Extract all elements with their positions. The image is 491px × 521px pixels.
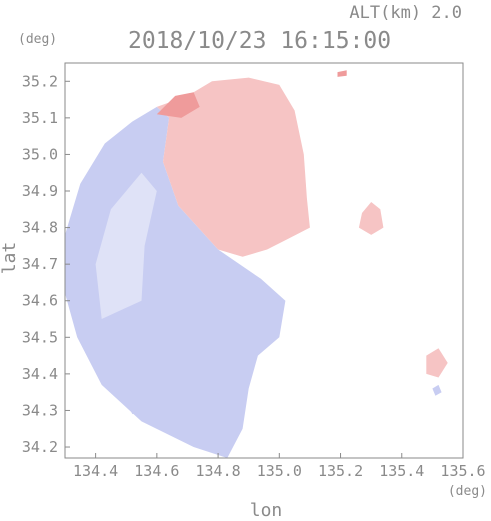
x-unit-label: (deg) (448, 484, 487, 499)
chart-title: 2018/10/23 16:15:00 (128, 28, 391, 54)
x-axis-label: lon (250, 500, 283, 521)
plot-data (65, 70, 448, 459)
y-tick-label: 34.6 (22, 292, 58, 310)
x-tick-label: 135.0 (257, 462, 302, 480)
y-tick-label: 35.2 (22, 72, 58, 90)
velocity-region-positive_strong-7 (337, 70, 347, 77)
velocity-region-negative_light-1 (95, 172, 157, 319)
y-tick-label: 34.9 (22, 182, 58, 200)
x-tick-label: 134.8 (195, 462, 240, 480)
y-tick-label: 34.4 (22, 365, 58, 383)
plot-frame (64, 62, 464, 459)
y-tick-label: 34.7 (22, 255, 58, 273)
velocity-region-positive-2 (156, 77, 310, 257)
y-axis-label: lat (0, 242, 20, 275)
y-tick-label: 34.3 (22, 401, 58, 419)
y-tick-label: 35.0 (22, 145, 58, 163)
x-axis-ticks: 134.4 134.6 134.8 135.0 135.2 135.4 135.6 (73, 453, 486, 480)
y-tick-label: 34.2 (22, 438, 58, 456)
x-tick-label: 135.4 (379, 462, 424, 480)
velocity-region-positive-4 (358, 202, 384, 235)
x-tick-label: 134.6 (134, 462, 179, 480)
x-tick-label: 135.2 (318, 462, 363, 480)
y-axis-ticks: 34.2 34.3 34.4 34.5 34.6 34.7 34.8 34.9 35.0 35.1… (22, 72, 70, 456)
x-tick-label: 135.6 (440, 462, 485, 480)
x-tick-label: 134.4 (73, 462, 118, 480)
y-tick-label: 35.1 (22, 109, 58, 127)
velocity-region-positive_strong-3 (156, 92, 200, 118)
y-tick-label: 34.8 (22, 219, 58, 237)
y-tick-label: 34.5 (22, 328, 58, 346)
altitude-label: ALT(km) 2.0 (349, 3, 462, 23)
velocity-region-negative-6 (432, 384, 442, 396)
velocity-region-positive-5 (426, 348, 448, 378)
velocity-region-negative-8 (126, 399, 148, 415)
velocity-region-negative-0 (65, 106, 286, 459)
y-unit-label: (deg) (18, 32, 57, 47)
